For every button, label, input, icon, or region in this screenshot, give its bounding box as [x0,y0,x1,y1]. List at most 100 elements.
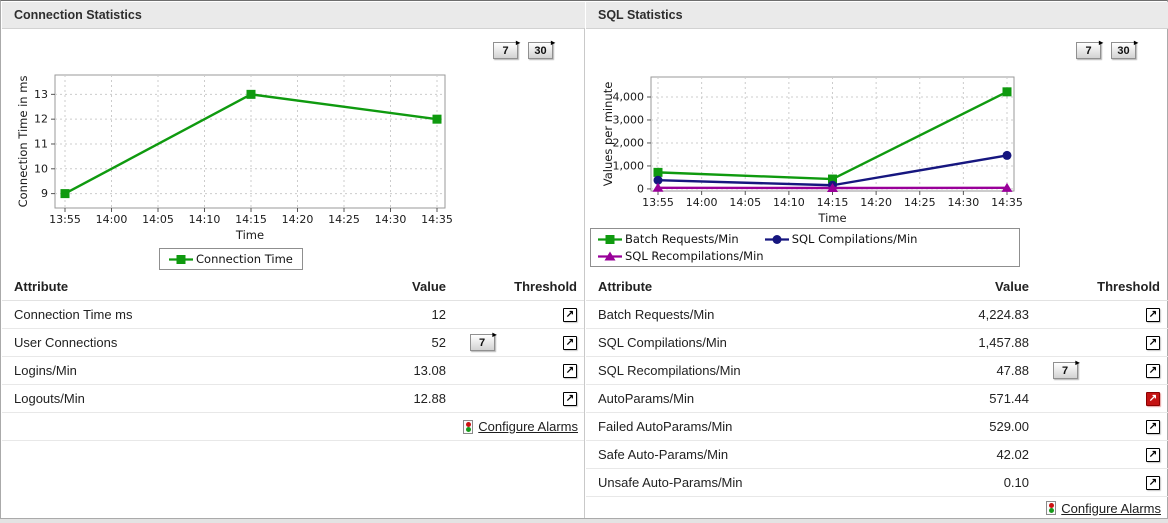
threshold-cell: ↗ [512,363,585,378]
value-column-header: Value [995,278,1029,294]
svg-text:13: 13 [34,88,48,101]
attribute-value: 529.00 [989,419,1029,434]
table-footer: Configure Alarms [586,497,1168,519]
svg-text:11: 11 [34,137,48,150]
svg-text:14:20: 14:20 [282,213,314,226]
attribute-value: 1,457.88 [978,335,1029,350]
threshold-icon[interactable]: ↗ [563,363,577,378]
period-7-label: 7 [502,44,509,57]
period-30-label: 30 [1117,44,1130,57]
svg-text:14:35: 14:35 [421,213,453,226]
threshold-icon[interactable]: ↗ [563,307,577,322]
threshold-icon[interactable]: ↗ [1146,391,1160,406]
threshold-icon[interactable]: ↗ [1146,475,1160,490]
arrow-icon: ▸ [515,38,520,47]
svg-text:Time: Time [235,228,264,242]
attribute-label: Failed AutoParams/Min [598,419,733,434]
threshold-cell: ↗ [1095,363,1168,378]
sql-statistics-panel: SQL Statistics 7 ▸ 30 ▸ 0 1,000 2,000 3,000… [586,2,1168,519]
svg-text:14:10: 14:10 [773,196,805,209]
legend-item: Batch Requests/Min [598,232,739,246]
threshold-cell: ↗ [1095,307,1168,322]
svg-text:14:00: 14:00 [96,213,128,226]
legend-item: Connection Time [169,252,293,266]
attribute-value: 4,224.83 [978,307,1029,322]
table-row: SQL Compilations/Min 1,457.88 ↗ [586,329,1168,357]
threshold-icon[interactable]: ↗ [1146,335,1160,350]
chart-legend: Batch Requests/Min SQL Compilations/Min SQ… [590,228,1020,267]
legend-label: SQL Compilations/Min [791,232,918,246]
table-row: User Connections 52 7 ▸ ↗ [2,329,585,357]
period-7-button[interactable]: 7 ▸ [1052,359,1080,379]
alarm-traffic-light-icon [1046,501,1057,515]
threshold-icon[interactable]: ↗ [563,335,577,350]
threshold-cell: ↗ [1095,475,1168,490]
svg-text:1,000: 1,000 [613,159,645,172]
threshold-icon[interactable]: ↗ [1146,447,1160,462]
threshold-icon[interactable]: ↗ [1146,307,1160,322]
period-7-label: 7 [478,336,486,349]
threshold-cell: ↗ [1095,447,1168,462]
svg-text:Values per minute: Values per minute [601,82,615,187]
svg-text:14:15: 14:15 [235,213,267,226]
svg-text:2,000: 2,000 [613,136,645,149]
configure-alarms-link[interactable]: Configure Alarms [1061,500,1161,516]
period-30-button[interactable]: 30 ▸ [1111,39,1138,59]
table-body: Connection Time ms 12 ↗ User Connections… [2,301,585,413]
threshold-column-header: Threshold [1097,278,1160,294]
period-7-button[interactable]: 7 ▸ [493,38,520,59]
threshold-cell: ↗ [1095,391,1168,406]
threshold-cell: ↗ [512,391,585,406]
threshold-cell: ↗ [1095,419,1168,434]
svg-text:14:00: 14:00 [686,196,718,209]
square-marker-icon [169,254,193,264]
panel-title: Connection Statistics [14,8,142,22]
table-footer: Configure Alarms [2,413,585,441]
panel-header: SQL Statistics [586,2,1168,29]
threshold-icon[interactable]: ↗ [1146,419,1160,434]
table-row: Batch Requests/Min 4,224.83 ↗ [586,301,1168,329]
table-row: Connection Time ms 12 ↗ [2,301,585,329]
period-7-label: 7 [1085,44,1092,57]
attributes-table: Attribute Value Threshold Connection Tim… [2,272,585,441]
period-7-label: 7 [1061,364,1069,377]
attribute-value: 42.02 [996,447,1029,462]
table-row: Logins/Min 13.08 ↗ [2,357,585,385]
period-7-button[interactable]: 7 ▸ [1076,39,1103,59]
row-button-cell: 7 ▸ [1035,359,1095,379]
svg-text:12: 12 [34,113,48,126]
svg-text:14:30: 14:30 [948,196,980,209]
svg-text:10: 10 [34,162,48,175]
arrow-icon: ▸ [550,38,555,47]
attribute-value: 12 [431,307,446,322]
legend-label: SQL Recompilations/Min [625,249,764,263]
attribute-value: 13.08 [413,363,446,378]
attribute-label: Batch Requests/Min [598,307,715,322]
attribute-column-header: Attribute [14,278,69,294]
circle-marker-icon [764,234,789,244]
threshold-cell: ↗ [512,335,585,350]
threshold-column-header: Threshold [514,278,577,294]
panel-title: SQL Statistics [598,8,683,22]
chart-period-buttons: 7 ▸ 30 ▸ [1076,39,1138,59]
svg-text:0: 0 [637,182,644,195]
chart-legend: Connection Time [159,248,303,270]
period-30-button[interactable]: 30 ▸ [528,38,555,59]
frame-bottom-strip [0,519,1168,523]
threshold-icon[interactable]: ↗ [563,391,577,406]
table-row: Logouts/Min 12.88 ↗ [2,385,585,413]
table-row: AutoParams/Min 571.44 ↗ [586,385,1168,413]
threshold-icon[interactable]: ↗ [1146,363,1160,378]
attribute-label: AutoParams/Min [598,391,695,406]
svg-text:4,000: 4,000 [613,90,645,103]
legend-label: Connection Time [196,252,293,266]
svg-text:14:30: 14:30 [375,213,407,226]
triangle-marker-icon [598,251,622,260]
attribute-label: Connection Time ms [14,307,133,322]
period-7-button[interactable]: 7 ▸ [469,331,497,351]
connection-statistics-panel: Connection Statistics 7 ▸ 30 ▸ 9 10 11 12 13… [2,2,585,519]
configure-alarms-link[interactable]: Configure Alarms [478,419,578,434]
svg-text:14:10: 14:10 [189,213,221,226]
svg-text:Time: Time [817,211,846,223]
svg-text:13:55: 13:55 [642,196,674,209]
